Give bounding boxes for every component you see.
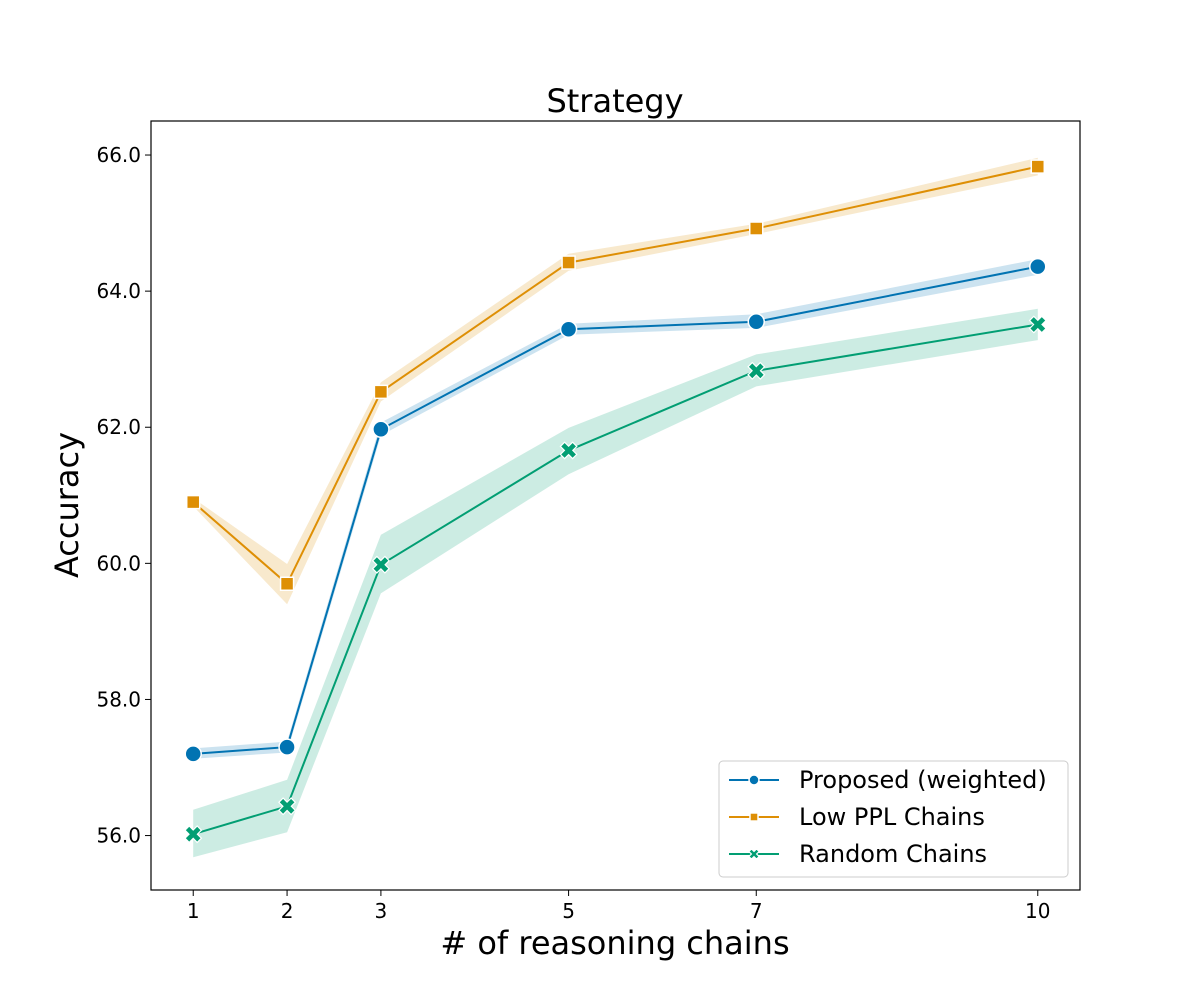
data-point-series-1-x3 xyxy=(372,420,390,439)
data-point-series-1-x10 xyxy=(1029,257,1047,276)
series-line-3 xyxy=(192,323,1038,836)
data-point-series-3-x3 xyxy=(371,555,390,574)
data-point-series-1-x5 xyxy=(559,320,578,338)
y-tick-label: 56.0 xyxy=(96,824,141,848)
y-tick-label: 60.0 xyxy=(96,551,141,575)
data-point-series-3-x2 xyxy=(278,797,297,816)
legend-marker-series-3 xyxy=(748,848,760,860)
series-lines xyxy=(192,165,1039,836)
data-point-series-1-x1 xyxy=(184,745,202,763)
x-tick-label: 3 xyxy=(375,899,388,923)
x-axis-ticks: 1 2 3 5 7 10 xyxy=(187,890,1050,923)
y-tick-label: 62.0 xyxy=(96,415,141,439)
y-axis-ticks: 56.0 58.0 60.0 62.0 64.0 66.0 xyxy=(96,143,151,848)
y-tick-label: 64.0 xyxy=(96,279,141,303)
data-point-series-2-x1 xyxy=(185,494,201,510)
x-axis-label: # of reasoning chains xyxy=(440,924,789,962)
data-point-series-1-x2 xyxy=(278,738,296,756)
series-line-2 xyxy=(192,165,1039,586)
series-markers xyxy=(184,159,1047,844)
data-point-series-3-x1 xyxy=(184,825,203,844)
legend-marker-series-1 xyxy=(748,774,760,786)
confidence-bands xyxy=(193,157,1038,858)
legend-marker-series-2 xyxy=(749,812,759,822)
data-point-series-2-x7 xyxy=(749,221,764,236)
y-axis-label: Accuracy xyxy=(48,432,86,578)
confidence-band-series-3 xyxy=(193,308,1038,858)
data-point-series-2-x3 xyxy=(373,384,389,400)
data-point-series-3-x10 xyxy=(1028,315,1047,334)
data-point-series-2-x5 xyxy=(561,255,576,270)
x-tick-label: 1 xyxy=(187,899,200,923)
x-tick-label: 7 xyxy=(750,899,763,923)
legend-label-series-1: Proposed (weighted) xyxy=(799,766,1047,794)
data-point-series-2-x10 xyxy=(1030,159,1046,174)
y-tick-label: 66.0 xyxy=(96,143,141,167)
plot-area-frame xyxy=(150,120,1081,891)
x-tick-label: 2 xyxy=(281,899,294,923)
legend-label-series-3: Random Chains xyxy=(799,840,987,868)
x-tick-label: 10 xyxy=(1025,899,1050,923)
data-point-series-3-x7 xyxy=(747,361,766,380)
data-point-series-3-x5 xyxy=(559,441,578,460)
legend-box xyxy=(718,760,1069,878)
x-tick-label: 5 xyxy=(562,899,575,923)
confidence-band-series-2 xyxy=(193,157,1038,605)
series-line-1 xyxy=(193,265,1038,755)
chart-title: Strategy xyxy=(546,82,683,120)
legend-label-series-2: Low PPL Chains xyxy=(799,803,985,831)
y-tick-label: 58.0 xyxy=(96,687,141,711)
data-point-series-2-x2 xyxy=(279,576,295,592)
data-point-series-1-x7 xyxy=(747,313,766,331)
legend: Proposed (weighted) Low PPL Chains Random … xyxy=(718,760,1069,878)
